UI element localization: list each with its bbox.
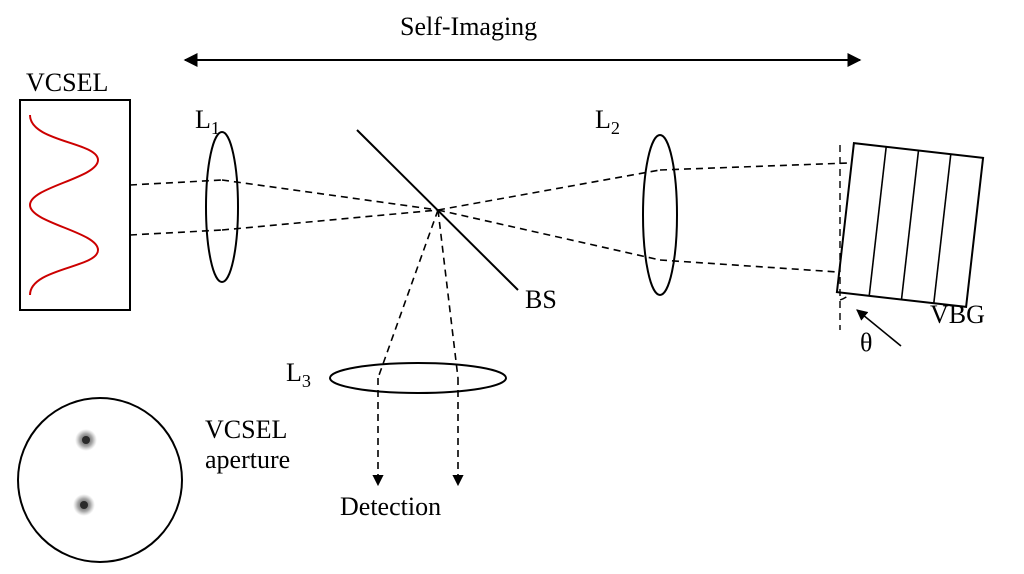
label-vcsel: VCSEL (26, 68, 108, 98)
label-BS: BS (525, 285, 557, 315)
ray-bs-l3-right (438, 210, 458, 378)
vcsel-mode-lobe-bottom (30, 205, 98, 295)
label-L2: L2 (595, 105, 620, 139)
vbg-grating-line (934, 154, 951, 303)
theta-arc (840, 297, 846, 300)
lens-L1 (206, 132, 238, 282)
aperture-spot-core (80, 501, 88, 509)
lens-L3 (330, 363, 506, 393)
label-vcsel-aperture-line2: aperture (205, 445, 290, 475)
label-L3: L3 (286, 358, 311, 392)
vbg-group (837, 143, 983, 307)
aperture-spot-core (82, 436, 90, 444)
ray-l2-vbg-bot (660, 260, 838, 272)
label-detection: Detection (340, 492, 441, 522)
vcsel-aperture-circle (18, 398, 182, 562)
label-L1: L1 (195, 105, 220, 139)
label-self-imaging: Self-Imaging (400, 12, 537, 42)
optical-setup-diagram (0, 0, 1024, 574)
label-theta: θ (860, 328, 872, 358)
ray-focus-l2-bot (438, 210, 660, 260)
lens-L2 (643, 135, 677, 295)
ray-bs-l3-left (378, 210, 438, 378)
vcsel-body (20, 100, 130, 310)
vbg-grating-line (869, 147, 886, 296)
label-VBG: VBG (930, 300, 985, 330)
vcsel-mode-lobe-top (30, 115, 98, 205)
ray-l1-focus-bot (222, 210, 438, 230)
ray-l2-vbg-top (660, 163, 848, 170)
ray-focus-l2-top (438, 170, 660, 210)
ray-vcsel-l1-bot (130, 230, 222, 235)
label-vcsel-aperture-line1: VCSEL (205, 415, 287, 445)
ray-l1-focus-top (222, 180, 438, 210)
ray-vcsel-l1-top (130, 180, 222, 185)
vbg-grating-line (902, 150, 919, 299)
